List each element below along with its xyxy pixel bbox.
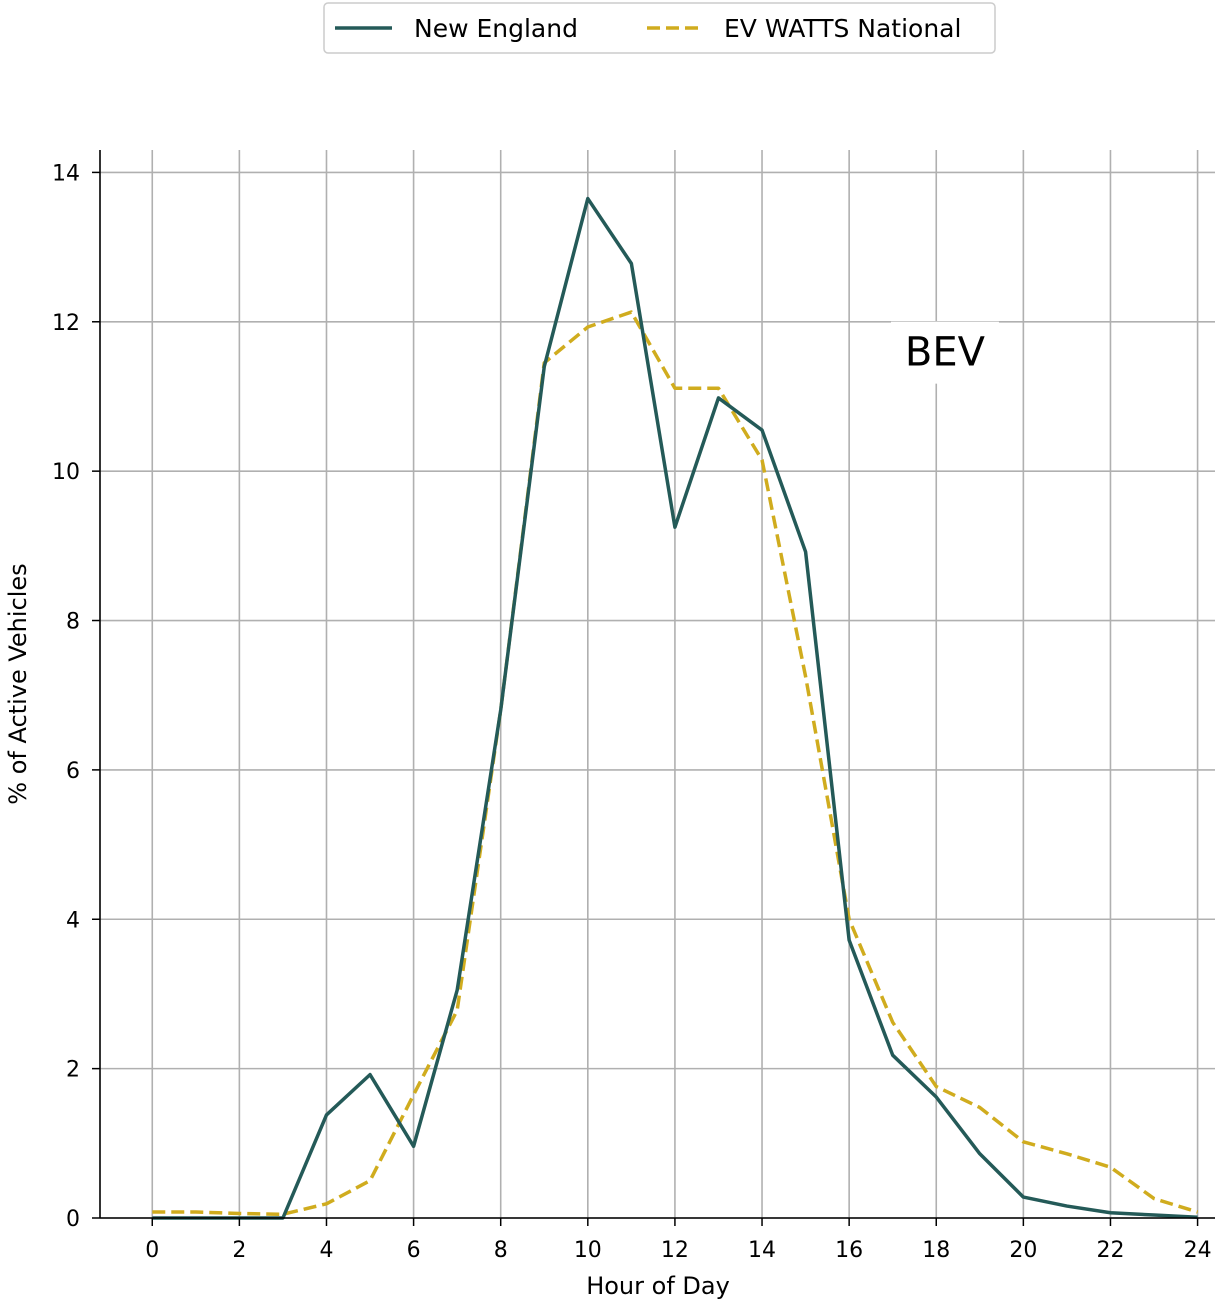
x-tick-label: 12 (661, 1238, 689, 1263)
x-tick-label: 4 (319, 1238, 333, 1263)
x-tick-label: 22 (1096, 1238, 1124, 1263)
annotation-label: BEV (905, 330, 986, 376)
y-axis-title: % of Active Vehicles (4, 563, 32, 804)
annotation-box (890, 321, 999, 384)
x-axis-title: Hour of Day (586, 1272, 730, 1300)
series-line-ev-watts-national (152, 310, 1199, 1217)
x-tick-label: 20 (1009, 1238, 1037, 1263)
y-tick-label: 12 (52, 311, 80, 336)
x-tick-label: 16 (835, 1238, 863, 1263)
y-tick-label: 0 (66, 1207, 80, 1232)
x-tick-label: 8 (494, 1238, 508, 1263)
series-layer (152, 196, 1199, 1220)
legend-label-new-england: New England (414, 14, 578, 43)
legend: New England EV WATTS National (323, 2, 996, 54)
annotation: BEV (890, 321, 999, 384)
x-tick-label: 2 (232, 1238, 246, 1263)
x-tick-label: 14 (748, 1238, 776, 1263)
y-tick-label: 2 (66, 1058, 80, 1083)
grid (100, 150, 1215, 1219)
y-tick-label: 8 (66, 610, 80, 635)
x-tick-label: 18 (922, 1238, 950, 1263)
legend-label-ev-watts-national: EV WATTS National (724, 14, 961, 43)
y-tick-label: 14 (52, 161, 80, 186)
x-tick-label: 10 (574, 1238, 602, 1263)
y-tick-label: 10 (52, 460, 80, 485)
x-tick-label: 0 (145, 1238, 159, 1263)
x-tick-label: 24 (1184, 1238, 1212, 1263)
x-tick-label: 6 (407, 1238, 421, 1263)
series-line-new-england (152, 196, 1198, 1220)
y-tick-label: 6 (66, 759, 80, 784)
y-tick-label: 4 (66, 908, 80, 933)
axes (99, 150, 1215, 1219)
